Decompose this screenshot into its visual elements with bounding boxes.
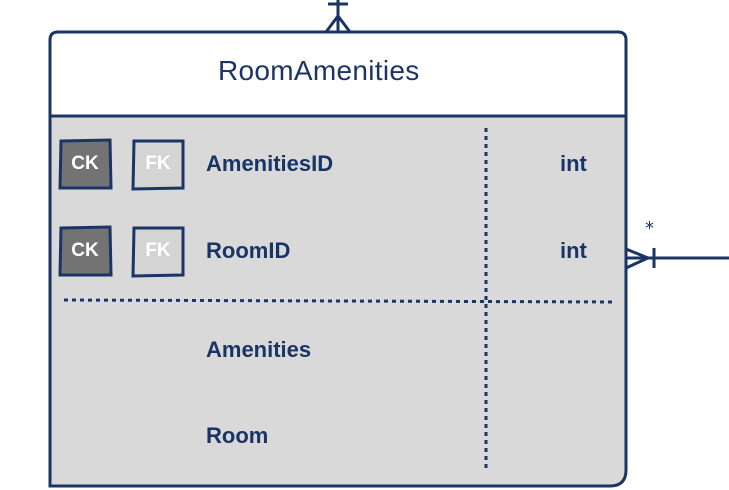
fk-badge: FK xyxy=(145,153,171,174)
field-name: RoomID xyxy=(206,238,291,263)
ck-badge: CK xyxy=(71,153,99,174)
entity-header xyxy=(48,30,628,118)
field-type: int xyxy=(560,238,587,263)
navigation-field: Room xyxy=(206,423,269,448)
ck-badge-shape xyxy=(58,138,113,190)
right-relationship-connector xyxy=(625,247,729,270)
entity-title: RoomAmenities xyxy=(218,55,420,86)
ck-badge-shape xyxy=(58,225,113,277)
field-type: int xyxy=(560,151,587,176)
fk-badge: FK xyxy=(145,240,171,261)
multiplicity-label: * xyxy=(645,218,654,239)
top-relationship-connector xyxy=(324,0,352,33)
key-section-separator xyxy=(63,298,615,304)
fk-badge-shape xyxy=(131,226,185,278)
ck-badge: CK xyxy=(71,240,99,261)
navigation-field: Amenities xyxy=(206,337,312,362)
fk-badge-shape xyxy=(131,139,185,191)
field-name: AmenitiesID xyxy=(206,151,334,176)
